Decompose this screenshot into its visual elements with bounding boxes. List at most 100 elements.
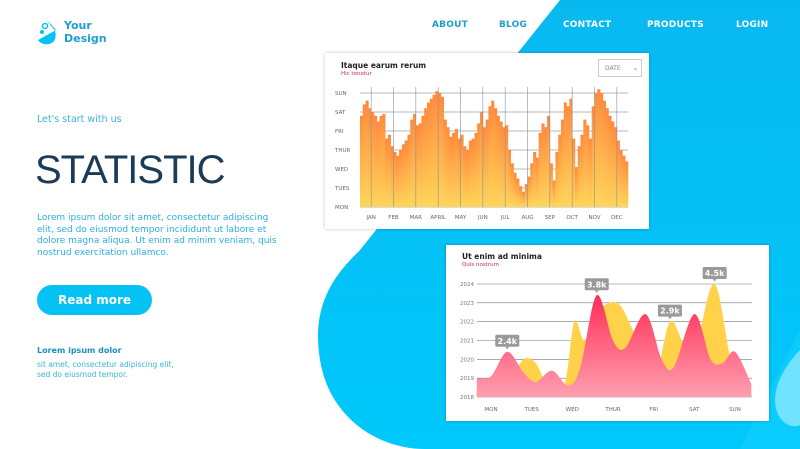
bar (538, 132, 542, 207)
brand-line1: Your (64, 19, 92, 32)
bar (552, 180, 556, 207)
bar (362, 104, 366, 207)
chart-subtitle: Hic tenetur (341, 71, 372, 77)
bar (499, 121, 503, 207)
bar (547, 115, 551, 207)
date-dropdown[interactable]: DATE ⌄ (598, 59, 642, 77)
bar (454, 129, 459, 207)
y-tick-label: FRI (335, 129, 344, 135)
bar (401, 144, 405, 207)
x-tick-label: APRIL (430, 215, 447, 221)
nav-products[interactable]: PRODUCTS (647, 20, 704, 30)
bar (625, 161, 629, 207)
bar (588, 138, 593, 207)
bar (429, 98, 433, 207)
data-label: 2.9k (660, 307, 680, 316)
x-tick-label: AUG (521, 215, 533, 221)
bar (371, 112, 375, 207)
bar (432, 94, 436, 207)
nav-about[interactable]: ABOUT (432, 20, 468, 30)
bar (602, 100, 606, 207)
bar (413, 113, 417, 207)
bar (452, 132, 456, 207)
bar (583, 119, 587, 207)
data-label: 3.8k (587, 280, 607, 289)
y-tick-label: SUN (335, 91, 347, 97)
bar (594, 93, 598, 207)
x-tick-label: WED (566, 407, 579, 413)
bar (376, 121, 380, 207)
bar (569, 98, 573, 207)
bar (591, 106, 595, 207)
bar (474, 132, 478, 207)
bar (513, 172, 517, 207)
bar (519, 186, 523, 207)
bar (410, 119, 414, 207)
data-label-box (495, 334, 520, 347)
logo-icon (38, 20, 56, 45)
x-tick-label: FEB (388, 215, 399, 221)
y-tick-label: 2020 (460, 357, 474, 363)
bar (365, 100, 369, 207)
bar (482, 127, 486, 207)
bar (449, 136, 453, 207)
bar-chart-card: Itaque earum rerum Hic tenetur DATE ⌄ MON… (325, 53, 649, 229)
y-tick-label: 2021 (460, 339, 474, 345)
y-tick-label: SAT (335, 110, 346, 116)
bar (524, 184, 528, 207)
nav-login[interactable]: LOGIN (736, 20, 769, 30)
bar-chart: MON TUES WED THUR FRI SAT SUN JAN FEB MAR APRIL MAY… (334, 87, 629, 221)
bar (418, 123, 422, 207)
bar (611, 121, 615, 207)
bar (443, 119, 447, 207)
chart-title: Itaque earum rerum (341, 61, 427, 70)
bar (619, 150, 623, 207)
x-tick-label: DEC (611, 215, 623, 221)
sub-text: sit amet, consectetur adipiscing elit, s… (37, 360, 174, 379)
bar (597, 89, 601, 207)
bar (385, 138, 389, 207)
bar (535, 157, 539, 207)
bar (404, 140, 408, 207)
bar (457, 138, 461, 207)
read-more-button[interactable]: Read more (37, 285, 152, 315)
x-tick-label: TUES (523, 407, 539, 413)
logo[interactable]: Your Design (36, 18, 107, 46)
nav-blog[interactable]: BLOG (499, 20, 528, 30)
bar (468, 140, 472, 207)
data-label-pointer (505, 346, 510, 350)
bar (533, 151, 537, 207)
y-tick-label: 2018 (460, 395, 474, 401)
bar (387, 134, 392, 207)
y-tick-label: WED (335, 167, 348, 173)
bar (580, 134, 584, 207)
data-label-box (702, 267, 727, 279)
bar (600, 93, 604, 207)
nav-contact[interactable]: CONTACT (563, 20, 612, 30)
bar (390, 146, 394, 207)
area-chart-card: Ut enim ad minima Quis nostrum 2018 2019 2… (446, 245, 769, 421)
x-tick-label: JUN (477, 215, 488, 221)
bar (424, 108, 428, 207)
bar (491, 100, 495, 207)
bar (622, 155, 626, 207)
bar (488, 106, 492, 207)
chevron-down-icon: ⌄ (632, 64, 639, 72)
bar (368, 108, 372, 207)
bar (616, 140, 620, 207)
bar (494, 108, 498, 207)
bar (505, 125, 509, 207)
tagline: Let's start with us (37, 114, 122, 125)
bar (510, 163, 514, 207)
page-title: STATISTIC (35, 148, 226, 192)
bar (521, 191, 526, 207)
hero-body: Lorem ipsum dolor sit amet, consectetur … (37, 213, 277, 258)
chart-subtitle: Quis nostrum (462, 262, 499, 268)
y-tick-label: MON (335, 205, 348, 211)
bar (427, 102, 431, 207)
data-label: 4.5k (705, 269, 725, 278)
bar (530, 163, 534, 207)
x-tick-label: THUR (604, 407, 621, 413)
x-tick-label: JAN (365, 215, 375, 221)
bar (393, 151, 397, 207)
